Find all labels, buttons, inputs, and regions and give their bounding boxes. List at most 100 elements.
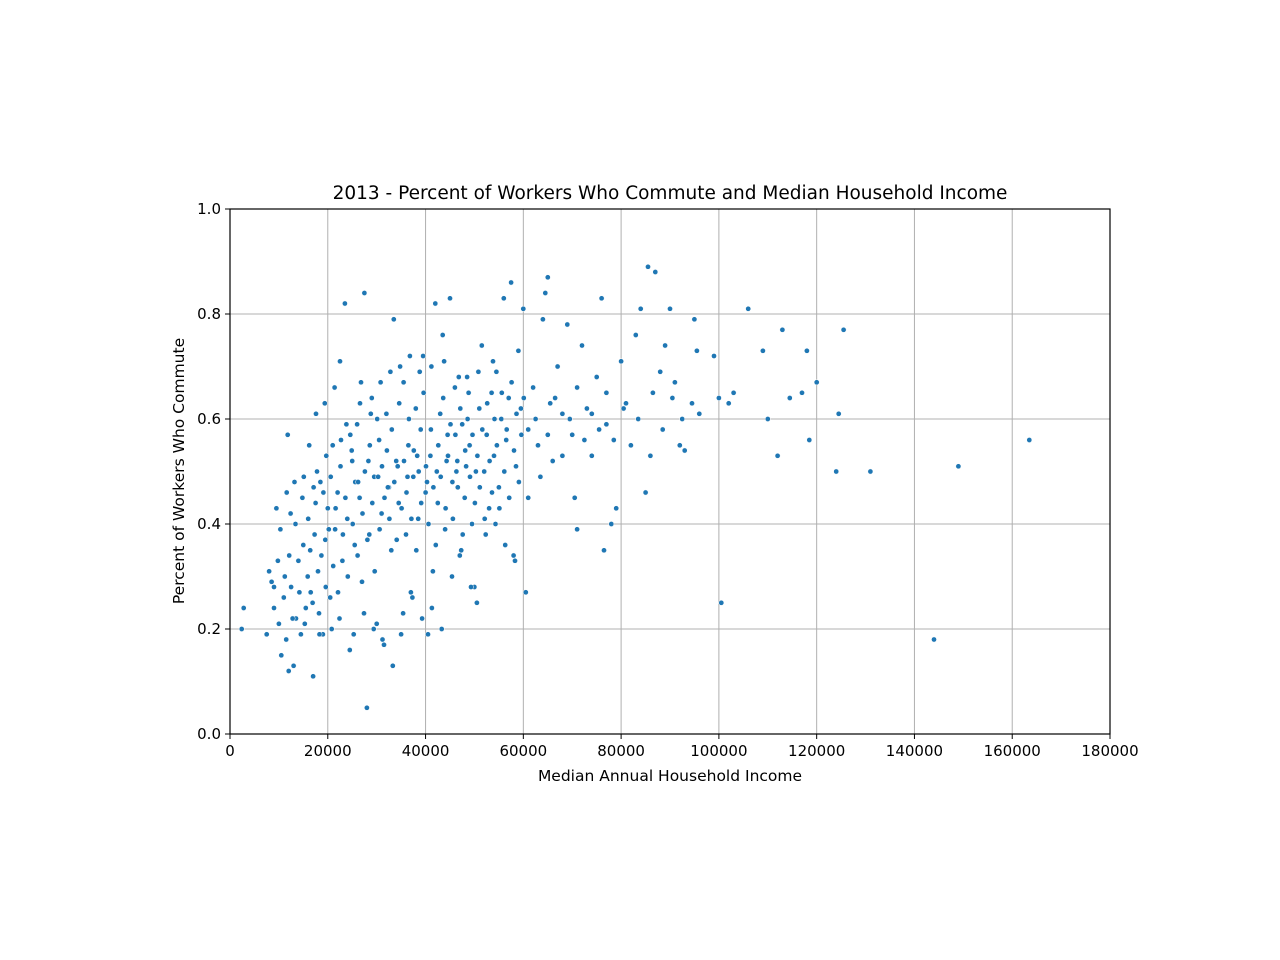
data-point xyxy=(549,458,556,464)
data-point xyxy=(437,410,444,417)
data-point xyxy=(311,531,318,538)
data-point xyxy=(280,594,287,601)
data-point xyxy=(396,400,403,407)
data-point xyxy=(610,437,617,443)
data-point xyxy=(356,494,363,501)
y-tick-label: 0.6 xyxy=(197,410,221,428)
data-point xyxy=(473,468,479,475)
data-point xyxy=(316,610,322,617)
data-point xyxy=(718,599,725,606)
data-point xyxy=(503,426,510,433)
data-point xyxy=(481,468,488,475)
data-point xyxy=(350,631,357,638)
data-point xyxy=(320,489,327,496)
data-point xyxy=(779,326,786,333)
data-point xyxy=(371,568,378,575)
data-point xyxy=(385,484,391,491)
data-point xyxy=(364,704,370,711)
data-point xyxy=(503,437,510,443)
data-point xyxy=(369,500,376,506)
data-point xyxy=(494,442,500,449)
data-point xyxy=(441,358,447,365)
data-point xyxy=(355,479,361,485)
x-tick-label: 140000 xyxy=(886,742,943,760)
data-point xyxy=(393,536,400,543)
data-point xyxy=(532,416,539,422)
data-point xyxy=(390,316,397,323)
data-point xyxy=(482,531,489,538)
data-point xyxy=(275,557,281,564)
data-point xyxy=(398,505,405,512)
data-point xyxy=(361,290,368,296)
data-point xyxy=(322,536,329,543)
data-point xyxy=(931,636,937,643)
data-point xyxy=(465,389,472,396)
data-point xyxy=(307,547,314,554)
data-point xyxy=(513,463,519,470)
data-point xyxy=(427,452,434,459)
data-point xyxy=(486,458,493,464)
data-point xyxy=(628,442,634,449)
data-point xyxy=(381,494,388,501)
data-point xyxy=(468,584,474,590)
data-point xyxy=(335,589,341,596)
data-point xyxy=(623,400,629,407)
data-point xyxy=(304,573,311,580)
data-point xyxy=(336,615,343,622)
data-point xyxy=(442,505,449,512)
data-point xyxy=(361,610,367,617)
data-point xyxy=(716,395,722,401)
data-point xyxy=(395,500,402,506)
data-point xyxy=(347,431,354,438)
data-point xyxy=(512,557,518,564)
data-point xyxy=(466,442,473,449)
data-point xyxy=(302,605,309,611)
data-point xyxy=(432,542,439,548)
data-point xyxy=(603,389,610,396)
data-point xyxy=(283,636,290,643)
data-point xyxy=(400,610,406,617)
x-tick-label: 100000 xyxy=(690,742,747,760)
data-point xyxy=(433,468,440,475)
data-point xyxy=(389,662,396,669)
data-point xyxy=(292,521,299,527)
data-point xyxy=(506,494,513,501)
x-tick-label: 180000 xyxy=(1081,742,1138,760)
data-point xyxy=(515,347,522,354)
data-point xyxy=(457,405,464,412)
data-point xyxy=(537,473,544,480)
data-point xyxy=(445,452,451,459)
data-point xyxy=(569,431,576,438)
data-point xyxy=(518,431,525,438)
data-point xyxy=(418,500,425,506)
data-point xyxy=(306,442,313,449)
data-point xyxy=(277,526,284,533)
data-point xyxy=(493,368,500,375)
data-point xyxy=(271,584,277,590)
data-point xyxy=(428,426,434,433)
data-point xyxy=(375,473,381,480)
data-point xyxy=(238,626,245,632)
y-tick-label: 0.4 xyxy=(197,515,221,533)
data-point xyxy=(840,326,847,333)
data-point xyxy=(322,584,329,590)
plot-frame xyxy=(229,208,1111,735)
data-point xyxy=(508,379,515,386)
x-tick-label: 40000 xyxy=(402,742,450,760)
data-point xyxy=(425,521,432,527)
data-point xyxy=(593,374,600,380)
data-point xyxy=(955,463,962,470)
data-point xyxy=(676,442,683,449)
data-point xyxy=(696,410,703,417)
data-point xyxy=(314,468,320,475)
data-point xyxy=(344,515,351,522)
data-point xyxy=(657,368,664,375)
data-point xyxy=(450,515,456,522)
data-point xyxy=(419,615,425,622)
data-point xyxy=(317,479,324,485)
data-point xyxy=(381,641,387,648)
data-point xyxy=(559,452,566,459)
data-point xyxy=(764,416,771,422)
data-point xyxy=(423,463,429,470)
data-point xyxy=(316,631,323,638)
